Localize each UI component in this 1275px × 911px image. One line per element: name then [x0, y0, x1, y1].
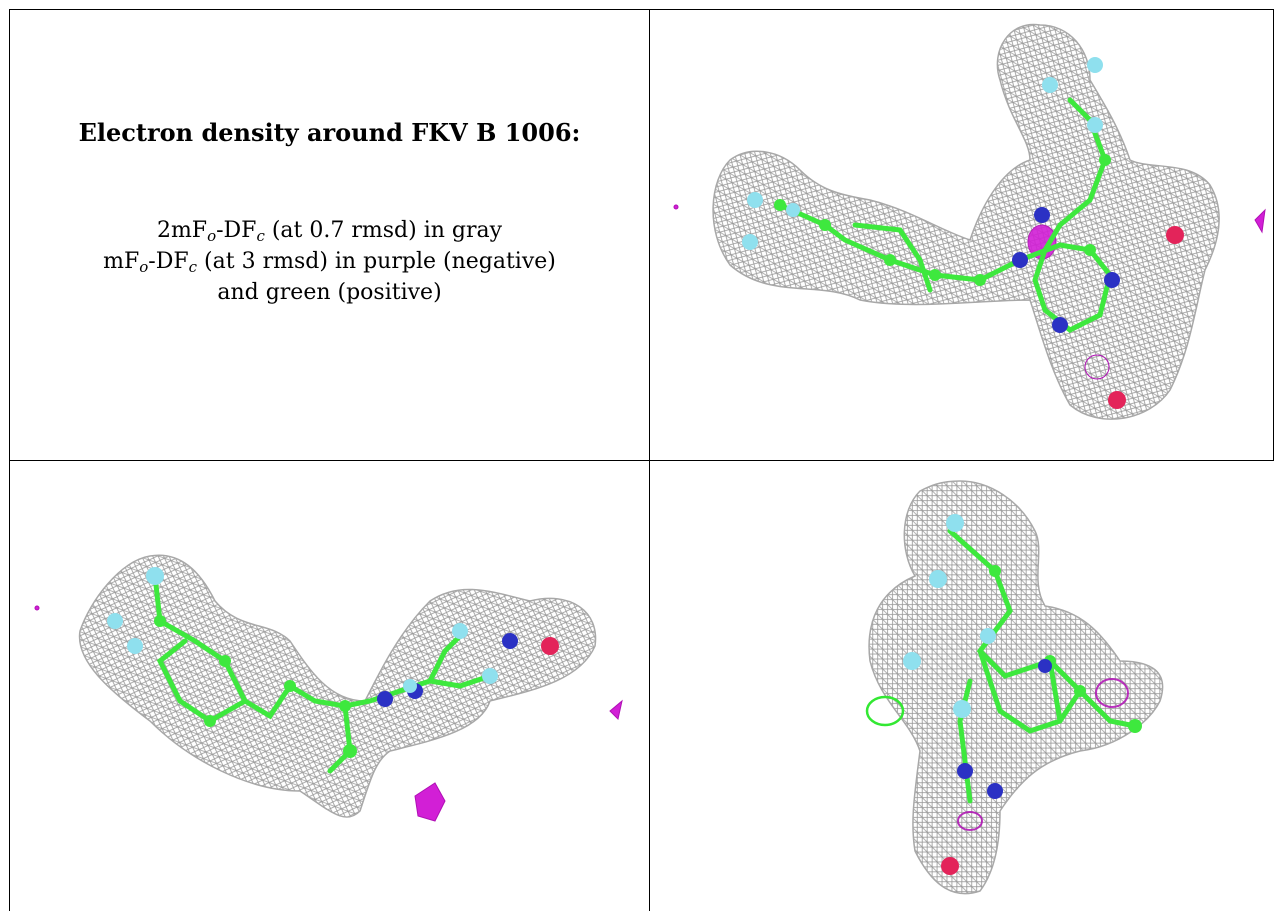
molecule-density-view-icon [865, 480, 1164, 895]
caption-title: Electron density around FKV B 1006: [78, 118, 581, 147]
mid-rule [9, 460, 1274, 461]
right-rule [1273, 9, 1274, 461]
caption-line-positive: and green (positive) [217, 280, 442, 305]
caption-line-2fofc: 2mFo-DFc (at 0.7 rmsd) in gray [156, 218, 503, 245]
top-rule [9, 9, 1274, 10]
left-rule [9, 9, 10, 911]
caption-line-fofc: mFo-DFc (at 3 rmsd) in purple (negative) [103, 249, 556, 276]
view-top-right [650, 10, 1273, 460]
caption-cell: Electron density around FKV B 1006: 2mFo… [9, 10, 650, 460]
view-bottom-right [650, 461, 1275, 911]
caption-description: 2mFo-DFc (at 0.7 rmsd) in gray mFo-DFc (… [9, 215, 650, 308]
center-rule [649, 9, 650, 911]
molecule-density-view-icon [673, 23, 1266, 420]
molecule-density-view-icon [34, 554, 623, 822]
view-bottom-left [10, 461, 649, 911]
